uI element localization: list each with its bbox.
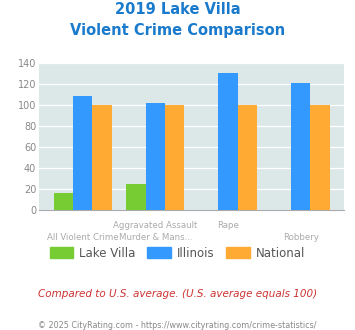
Bar — [310, 105, 330, 210]
Bar — [73, 96, 92, 210]
Text: © 2025 CityRating.com - https://www.cityrating.com/crime-statistics/: © 2025 CityRating.com - https://www.city… — [38, 321, 317, 330]
Bar — [92, 105, 112, 210]
Bar — [291, 82, 310, 210]
Text: Aggravated Assault: Aggravated Assault — [113, 221, 197, 230]
Text: Violent Crime Comparison: Violent Crime Comparison — [70, 23, 285, 38]
Bar — [126, 184, 146, 210]
Text: 2019 Lake Villa: 2019 Lake Villa — [115, 2, 240, 16]
Text: All Violent Crime: All Violent Crime — [47, 233, 119, 242]
Bar — [146, 103, 165, 210]
Bar — [218, 73, 238, 210]
Text: Murder & Mans...: Murder & Mans... — [119, 233, 192, 242]
Bar — [238, 105, 257, 210]
Legend: Lake Villa, Illinois, National: Lake Villa, Illinois, National — [50, 247, 305, 260]
Text: Robbery: Robbery — [283, 233, 319, 242]
Bar — [54, 193, 73, 210]
Text: Compared to U.S. average. (U.S. average equals 100): Compared to U.S. average. (U.S. average … — [38, 289, 317, 299]
Text: Rape: Rape — [217, 221, 239, 230]
Bar — [165, 105, 185, 210]
